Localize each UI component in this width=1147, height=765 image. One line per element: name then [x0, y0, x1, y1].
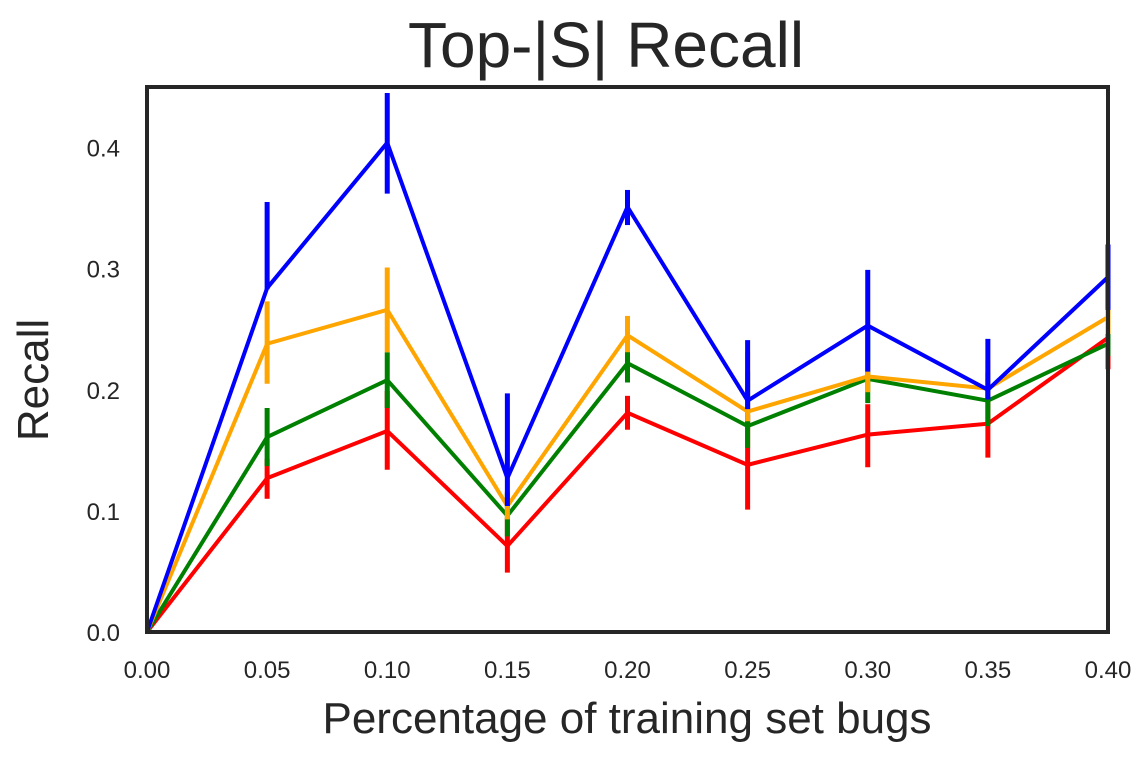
- series: [145, 329, 1111, 634]
- x-tick-label: 0.35: [965, 657, 1012, 684]
- tick-layer: 0.00 0.05 0.10 0.15 0.20 0.25 0.30 0.35 0.40 0.0 0…: [87, 136, 1132, 684]
- series: [145, 93, 1111, 633]
- chart-title: Top-|S| Recall: [408, 9, 804, 81]
- y-tick-label: 0.0: [87, 620, 120, 647]
- y-axis-label: Recall: [9, 319, 58, 441]
- x-tick-label: 0.10: [364, 657, 411, 684]
- y-tick-label: 0.2: [87, 378, 120, 405]
- series-line: [145, 138, 1110, 633]
- series-line: [145, 341, 1109, 634]
- series-line: [145, 307, 1110, 633]
- x-tick-label: 0.25: [724, 657, 771, 684]
- y-tick-label: 0.3: [87, 257, 120, 284]
- x-axis-label: Percentage of training set bugs: [322, 694, 931, 743]
- x-tick-label: 0.05: [244, 657, 291, 684]
- y-tick-label: 0.4: [87, 136, 120, 163]
- series-layer: [145, 93, 1111, 634]
- x-tick-label: 0.40: [1085, 657, 1132, 684]
- plot-frame: [145, 85, 1110, 634]
- y-tick-label: 0.1: [87, 499, 120, 526]
- x-tick-label: 0.15: [484, 657, 531, 684]
- x-tick-label: 0.20: [604, 657, 651, 684]
- series: [145, 267, 1111, 633]
- series-line: [145, 336, 1110, 634]
- series: [145, 308, 1111, 634]
- x-tick-label: 0.00: [124, 657, 171, 684]
- x-tick-label: 0.30: [844, 657, 891, 684]
